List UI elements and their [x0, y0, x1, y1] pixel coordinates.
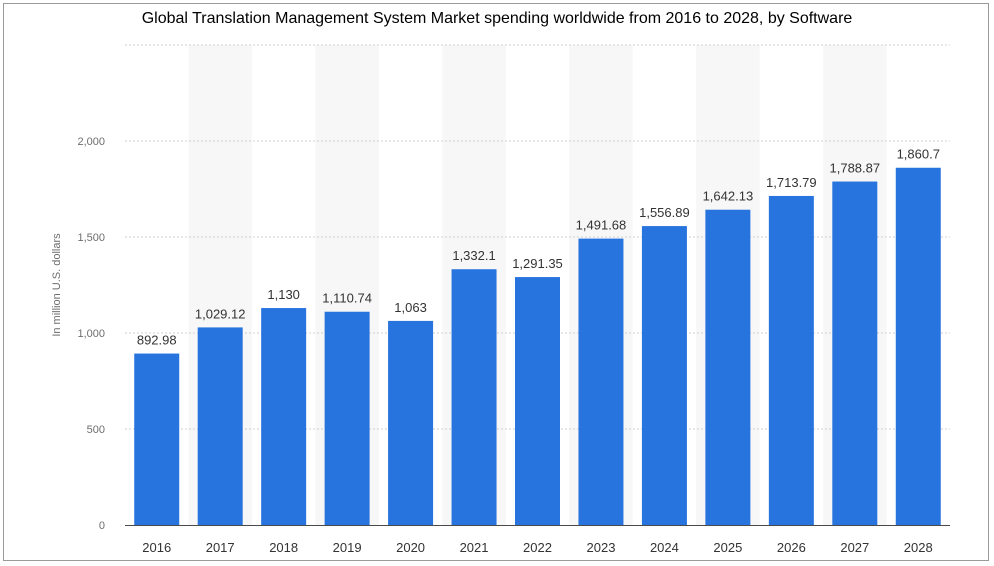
bar	[324, 311, 370, 525]
x-tick-label: 2024	[650, 540, 679, 555]
data-label: 1,130	[267, 287, 300, 302]
data-label: 1,788.87	[830, 161, 881, 176]
x-tick-label: 2021	[460, 540, 489, 555]
bar	[451, 269, 497, 525]
bar	[705, 209, 751, 525]
bar	[134, 353, 180, 525]
y-tick-label: 1,000	[77, 328, 105, 340]
data-label: 1,110.74	[322, 291, 372, 306]
x-tick-label: 2019	[333, 540, 362, 555]
bar	[388, 320, 434, 525]
x-tick-label: 2016	[142, 540, 171, 555]
x-tick-label: 2017	[206, 540, 235, 555]
data-label: 1,029.12	[195, 306, 246, 321]
bar	[515, 277, 560, 525]
bar	[641, 226, 687, 525]
data-label: 1,491.68	[576, 218, 627, 233]
x-tick-label: 2028	[904, 540, 933, 555]
y-axis-label: In million U.S. dollars	[51, 233, 63, 337]
data-label: 1,556.89	[639, 205, 690, 220]
bar	[578, 238, 624, 525]
x-tick-label: 2025	[713, 540, 742, 555]
y-tick-label: 0	[99, 520, 105, 532]
data-label: 1,291.35	[512, 256, 563, 271]
data-label: 1,860.7	[897, 147, 940, 162]
x-axis-ticks: 2016 2017 2018 2019 2020 2021 2022 2023 2024 2025…	[142, 540, 932, 555]
bar	[768, 195, 814, 525]
bars	[134, 167, 941, 525]
bar	[197, 327, 243, 525]
y-tick-label: 1,500	[77, 232, 105, 244]
data-label: 1,642.13	[703, 189, 754, 204]
bar	[261, 308, 307, 525]
x-tick-label: 2027	[840, 540, 869, 555]
y-axis-ticks: 0 500 1,000 1,500 2,000	[77, 136, 105, 532]
data-label: 1,063	[394, 300, 427, 315]
data-label: 892.98	[137, 333, 177, 348]
x-tick-label: 2023	[587, 540, 616, 555]
x-tick-label: 2018	[269, 540, 298, 555]
x-tick-label: 2026	[777, 540, 806, 555]
bar	[832, 181, 878, 525]
x-tick-label: 2020	[396, 540, 425, 555]
y-tick-label: 500	[87, 424, 105, 436]
y-tick-label: 2,000	[77, 136, 105, 148]
x-tick-label: 2022	[523, 540, 552, 555]
chart-title: Global Translation Management System Mar…	[141, 10, 853, 27]
bar	[895, 167, 941, 525]
data-label: 1,332.1	[452, 248, 495, 263]
data-label: 1,713.79	[766, 175, 817, 190]
data-labels: 892.98 1,029.12 1,130 1,110.74 1,063 1,332.1 1…	[137, 147, 940, 348]
